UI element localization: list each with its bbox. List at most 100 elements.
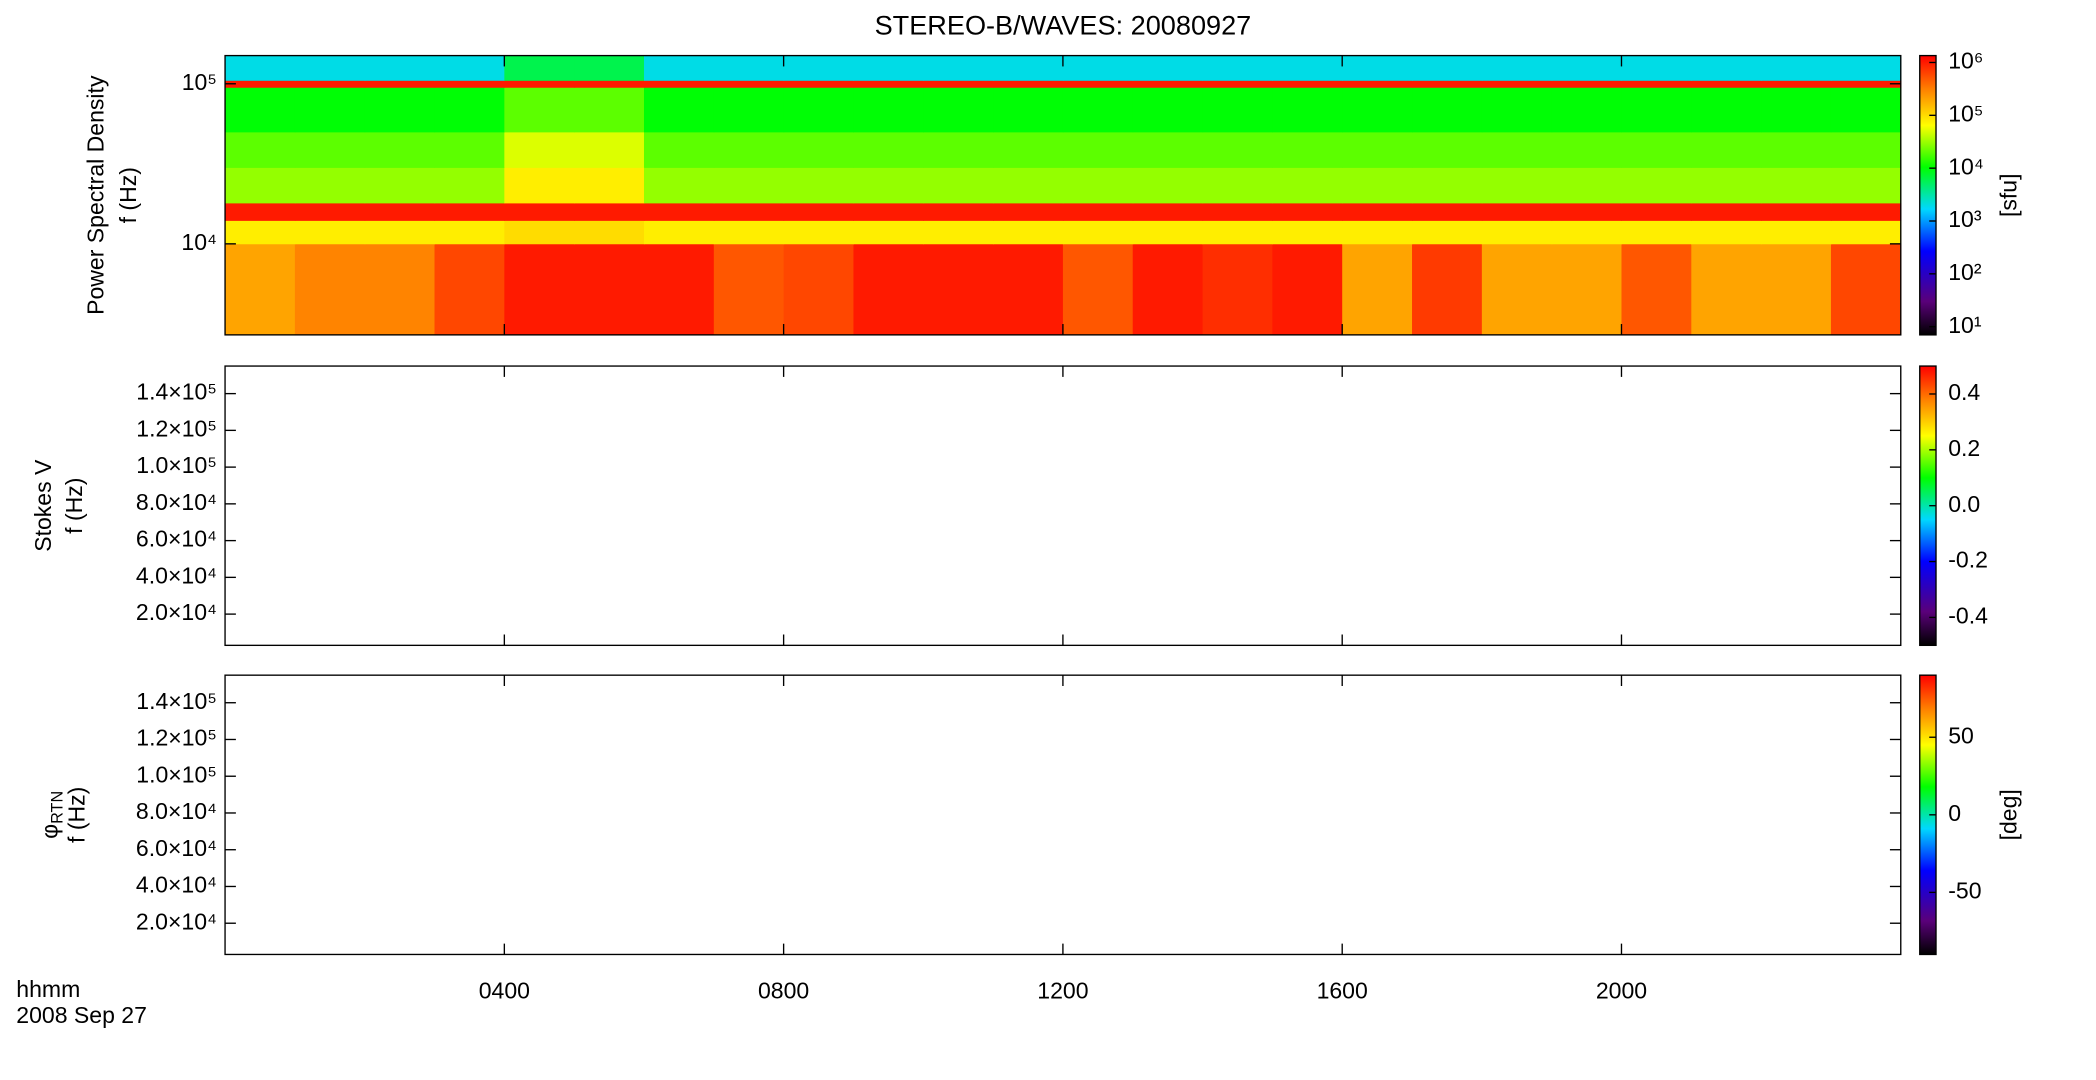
- heatmap-cell: [1342, 202, 1413, 221]
- colorbar-tick-label: 0.0: [1948, 491, 1980, 517]
- heatmap-cell: [1761, 220, 1832, 245]
- colorbar-tick-label: 10⁴: [1948, 153, 1984, 179]
- heatmap-cell: [504, 243, 575, 336]
- y-tick-label: 2.0×10⁴: [136, 599, 217, 625]
- heatmap-cell: [364, 243, 436, 336]
- heatmap-cell: [1062, 243, 1134, 336]
- heatmap-cell: [1342, 87, 1413, 133]
- heatmap-cell: [923, 87, 994, 133]
- heatmap-cell: [993, 55, 1064, 81]
- date-label: 2008 Sep 27: [16, 1002, 147, 1028]
- heatmap-cell: [1481, 87, 1553, 133]
- heatmap-cell: [713, 167, 785, 204]
- heatmap-cell: [1830, 55, 1902, 81]
- heatmap-cell: [1132, 131, 1204, 168]
- heatmap-cell: [1481, 202, 1553, 221]
- heatmap-cell: [1412, 87, 1483, 133]
- y-tick-label: 2.0×10⁴: [136, 908, 217, 934]
- heatmap-cell: [504, 55, 575, 81]
- heatmap-cell: [1830, 220, 1902, 245]
- heatmap-cell: [225, 80, 296, 88]
- heatmap-cell: [1272, 220, 1343, 245]
- plot-frame: [224, 365, 1902, 647]
- heatmap-cell: [1691, 167, 1762, 204]
- heatmap-cell: [1202, 243, 1273, 336]
- time-format-label: hhmm: [16, 976, 80, 1002]
- heatmap-cell: [364, 80, 436, 88]
- heatmap-cell: [294, 202, 366, 221]
- heatmap-cell: [1621, 87, 1692, 133]
- heatmap-cell: [853, 55, 924, 81]
- heatmap-cell: [294, 243, 366, 336]
- y-axis-label-symbol: φRTN: [37, 791, 67, 839]
- heatmap-cell: [1062, 131, 1134, 168]
- heatmap-cell: [1342, 243, 1413, 336]
- heatmap-cell: [434, 131, 505, 168]
- heatmap-cell: [923, 55, 994, 81]
- heatmap-cell: [225, 243, 296, 336]
- heatmap-cell: [713, 220, 785, 245]
- heatmap-cell: [1202, 55, 1273, 81]
- heatmap-cell: [225, 55, 296, 81]
- heatmap-cell: [1202, 80, 1273, 88]
- heatmap-cell: [923, 131, 994, 168]
- heatmap-cell: [574, 55, 645, 81]
- heatmap-cell: [1132, 80, 1204, 88]
- heatmap-cell: [1691, 87, 1762, 133]
- heatmap-cell: [1691, 55, 1762, 81]
- heatmap-cell: [1062, 202, 1134, 221]
- heatmap-cell: [1830, 243, 1902, 336]
- heatmap-cell: [853, 80, 924, 88]
- heatmap-cell: [923, 167, 994, 204]
- heatmap-cell: [643, 243, 715, 336]
- heatmap-cell: [1621, 220, 1692, 245]
- heatmap-cell: [294, 87, 366, 133]
- heatmap-cell: [1830, 80, 1902, 88]
- heatmap-cell: [853, 243, 924, 336]
- heatmap-cell: [1202, 220, 1273, 245]
- heatmap-cell: [923, 202, 994, 221]
- heatmap-cell: [364, 220, 436, 245]
- heatmap-cell: [294, 55, 366, 81]
- heatmap-cell: [1761, 202, 1832, 221]
- heatmap-cell: [783, 80, 854, 88]
- heatmap-cell: [853, 131, 924, 168]
- heatmap-cell: [1272, 87, 1343, 133]
- heatmap-cell: [1202, 202, 1273, 221]
- heatmap-cell: [783, 87, 854, 133]
- heatmap-cell: [1412, 220, 1483, 245]
- heatmap-cell: [923, 243, 994, 336]
- x-tick-label: 1600: [1317, 978, 1368, 1004]
- heatmap-cell: [364, 202, 436, 221]
- heatmap-cell: [783, 55, 854, 81]
- y-tick-label: 4.0×10⁴: [136, 562, 217, 588]
- heatmap-cell: [1830, 167, 1902, 204]
- heatmap-cell: [504, 131, 575, 168]
- symbol: φ: [37, 824, 63, 839]
- heatmap-cell: [1761, 243, 1832, 336]
- heatmap-cell: [1691, 131, 1762, 168]
- y-axis-label: Stokes V: [30, 459, 56, 552]
- y-axis-label: Power Spectral Density: [83, 75, 109, 315]
- heatmap-cell: [713, 80, 785, 88]
- y-tick-label: 8.0×10⁴: [136, 489, 217, 515]
- heatmap-cell: [364, 167, 436, 204]
- heatmap-cell: [574, 80, 645, 88]
- heatmap-cell: [1132, 243, 1204, 336]
- heatmap-cell: [225, 202, 296, 221]
- heatmap-cell: [1830, 131, 1902, 168]
- heatmap-cell: [1551, 55, 1623, 81]
- heatmap-cell: [294, 167, 366, 204]
- heatmap-cell: [643, 80, 715, 88]
- heatmap-cell: [434, 202, 505, 221]
- heatmap-cell: [1761, 80, 1832, 88]
- heatmap-cell: [993, 80, 1064, 88]
- heatmap-cell: [1761, 167, 1832, 204]
- heatmap-cell: [1342, 131, 1413, 168]
- heatmap-cell: [294, 80, 366, 88]
- colorbar-tick-label: 0.2: [1948, 435, 1980, 461]
- heatmap-cell: [1551, 167, 1623, 204]
- y-tick-label: 8.0×10⁴: [136, 798, 217, 824]
- heatmap-cell: [574, 202, 645, 221]
- heatmap-cell: [364, 55, 436, 81]
